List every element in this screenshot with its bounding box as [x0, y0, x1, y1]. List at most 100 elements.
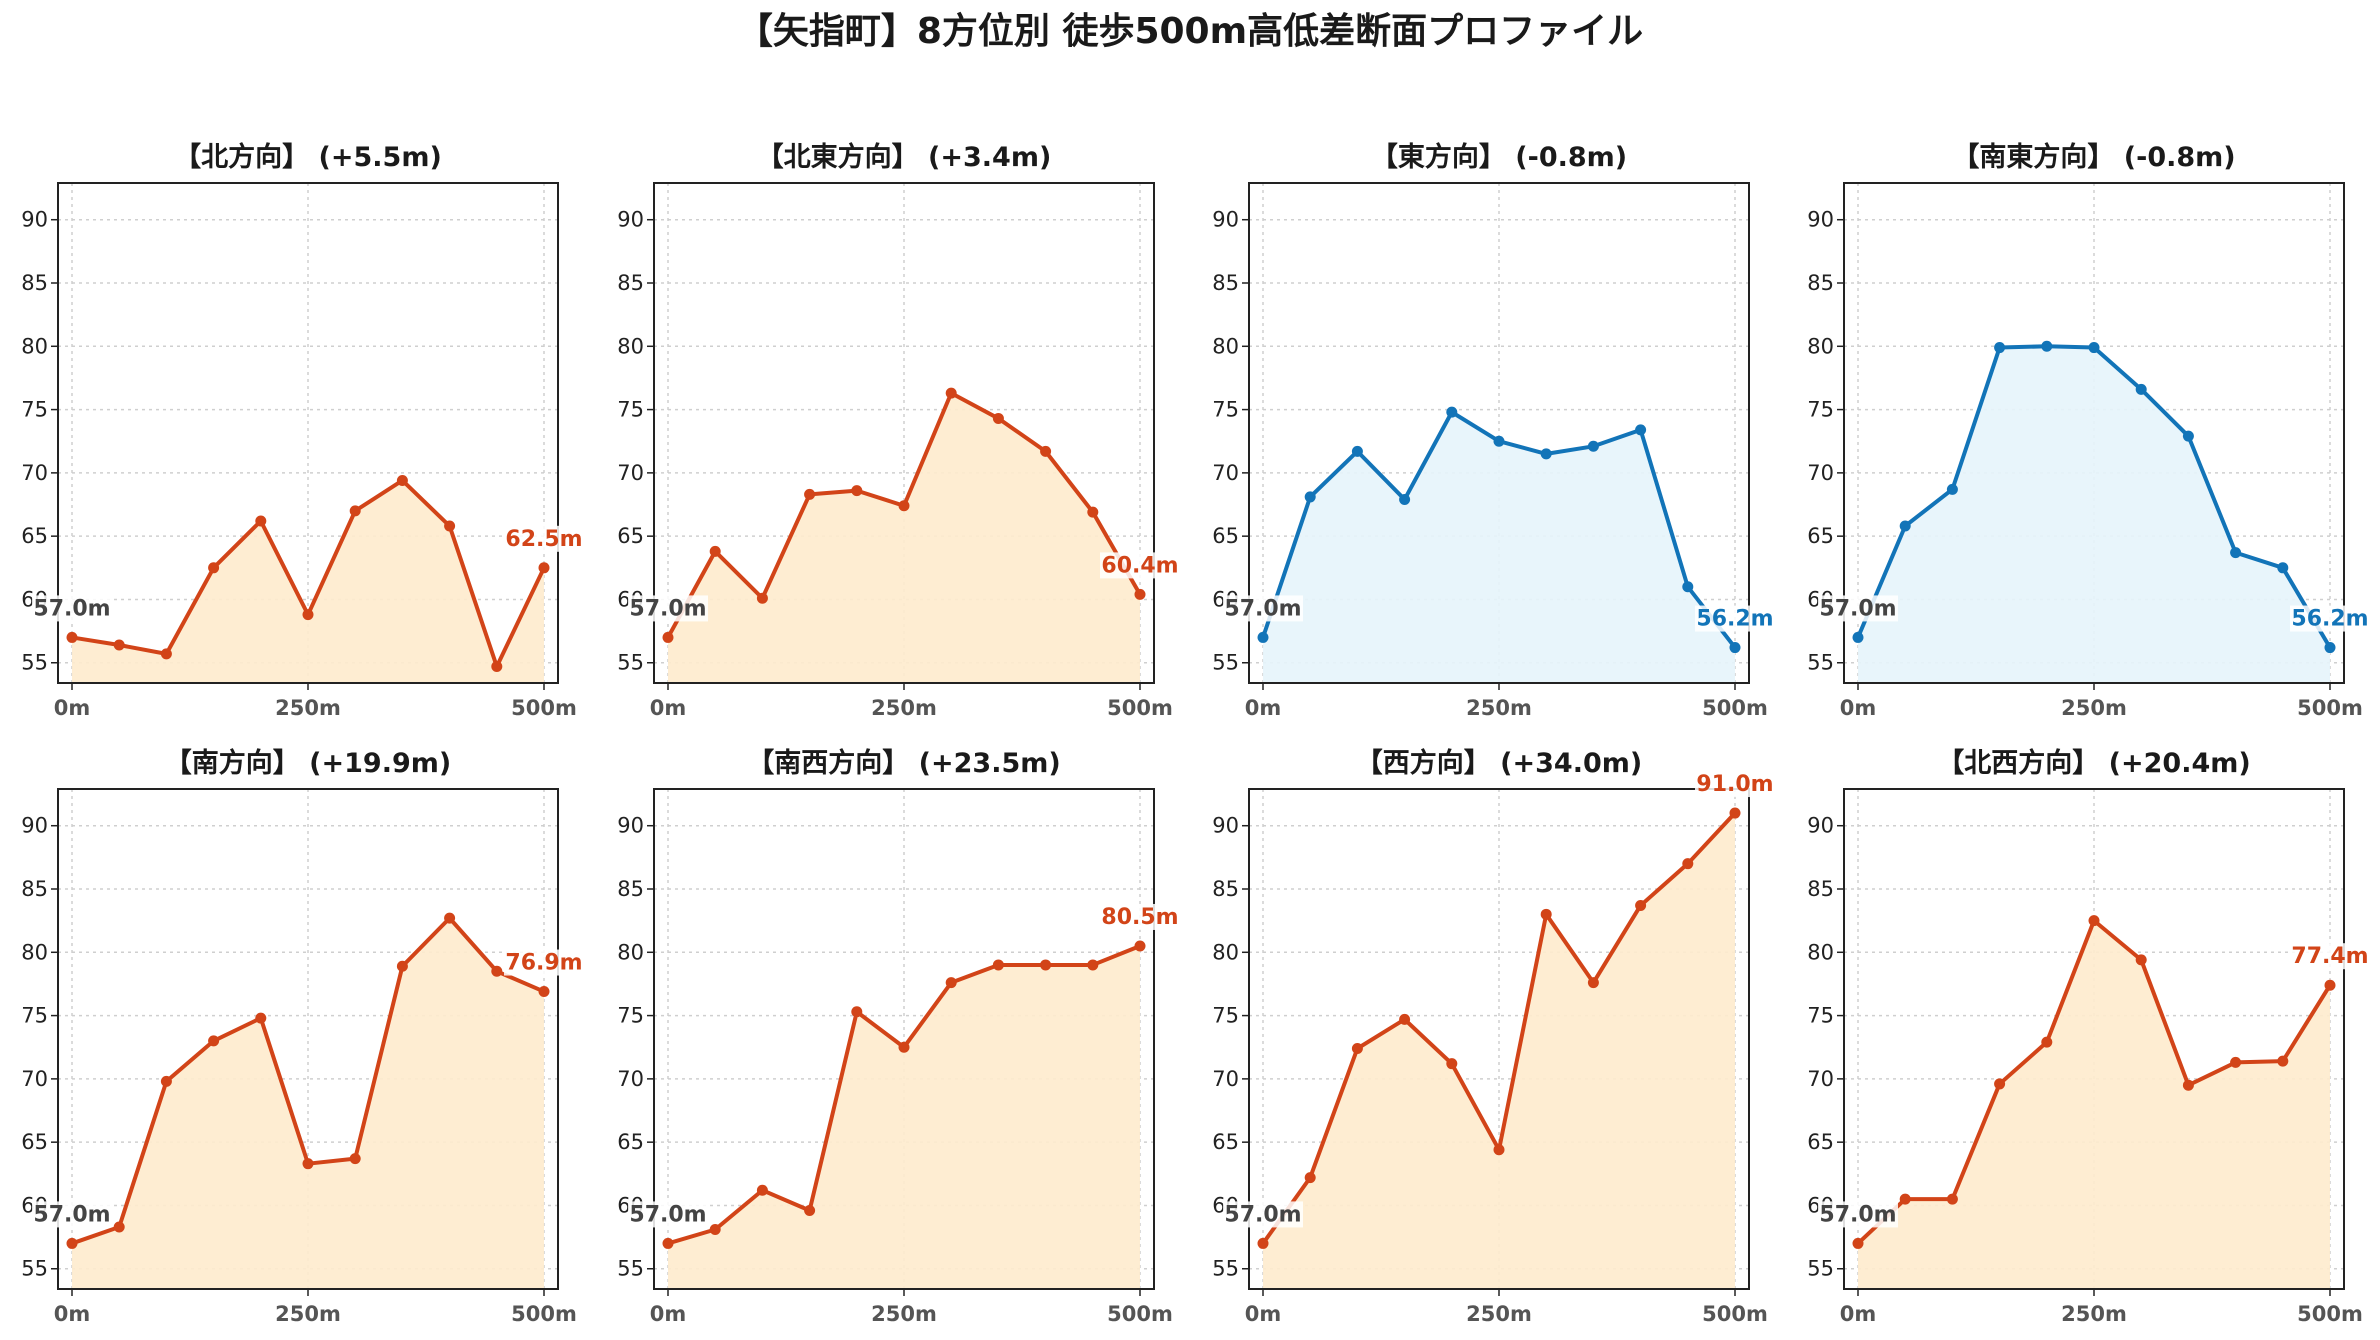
start-elevation-label: 57.0m: [629, 596, 706, 621]
y-tick-label: 70: [21, 461, 48, 485]
data-point: [491, 661, 503, 673]
panel-title: 【西方向】 (+34.0m): [1356, 747, 1642, 779]
data-point: [1587, 440, 1599, 452]
y-tick-label: 90: [1807, 208, 1834, 232]
end-elevation-label: 56.2m: [2291, 607, 2368, 632]
panel-1: 【北東方向】 (+3.4m)55606570758085900m250m500m…: [617, 141, 1180, 720]
y-tick-label: 65: [1807, 1130, 1834, 1154]
data-point: [1040, 445, 1052, 457]
y-tick-label: 65: [617, 524, 644, 548]
end-label-bg: [2290, 943, 2370, 970]
y-tick-label: 55: [1212, 1257, 1239, 1281]
data-point: [1134, 588, 1146, 600]
end-label-bg: [1100, 552, 1180, 579]
data-point: [113, 1221, 125, 1233]
end-elevation-label: 60.4m: [1101, 553, 1178, 578]
end-elevation-label: 91.0m: [1696, 772, 1773, 797]
y-tick-label: 65: [1212, 524, 1239, 548]
end-label-bg: [1695, 771, 1775, 798]
data-point: [992, 959, 1004, 971]
y-tick-label: 65: [21, 524, 48, 548]
data-point: [66, 631, 78, 643]
data-point: [2230, 547, 2242, 559]
y-tick-label: 85: [21, 271, 48, 295]
data-point: [1946, 1193, 1958, 1205]
data-point: [2135, 383, 2147, 395]
panel-3: 【南東方向】 (-0.8m)55606570758085900m250m500m…: [1807, 141, 2370, 720]
y-tick-label: 55: [617, 1257, 644, 1281]
data-point: [1087, 506, 1099, 518]
data-point: [756, 1184, 768, 1196]
y-tick-label: 85: [21, 877, 48, 901]
data-point: [1729, 807, 1741, 819]
data-point: [2324, 642, 2336, 654]
panel-5: 【南西方向】 (+23.5m)55606570758085900m250m500…: [617, 747, 1180, 1326]
data-point: [1304, 1172, 1316, 1184]
start-label-bg: [1818, 1201, 1898, 1228]
y-tick-label: 70: [617, 1067, 644, 1091]
panel-7: 【北西方向】 (+20.4m)55606570758085900m250m500…: [1807, 747, 2370, 1326]
panel-2: 【東方向】 (-0.8m)55606570758085900m250m500m5…: [1212, 141, 1775, 720]
data-point: [992, 412, 1004, 424]
data-point: [1351, 445, 1363, 457]
x-tick-label: 250m: [275, 696, 341, 720]
data-point: [2041, 1036, 2053, 1048]
x-tick-label: 0m: [650, 696, 687, 720]
end-elevation-label: 56.2m: [1696, 607, 1773, 632]
data-point: [1994, 1078, 2006, 1090]
panel-title: 【東方向】 (-0.8m): [1371, 141, 1627, 173]
y-tick-label: 55: [21, 651, 48, 675]
panel-title: 【北方向】 (+5.5m): [174, 141, 442, 173]
data-point: [66, 1237, 78, 1249]
y-tick-label: 90: [1212, 208, 1239, 232]
y-tick-label: 80: [1212, 940, 1239, 964]
panel-title: 【南方向】 (+19.9m): [165, 747, 451, 779]
data-point: [1399, 1013, 1411, 1025]
data-point: [709, 1224, 721, 1236]
x-tick-label: 0m: [1840, 1302, 1877, 1326]
data-point: [1682, 858, 1694, 870]
data-point: [1540, 908, 1552, 920]
y-tick-label: 80: [1212, 334, 1239, 358]
data-point: [491, 965, 503, 977]
start-elevation-label: 57.0m: [629, 1202, 706, 1227]
y-tick-label: 80: [617, 334, 644, 358]
data-point: [444, 520, 456, 532]
data-point: [1729, 642, 1741, 654]
data-point: [804, 1205, 816, 1217]
data-point: [1087, 959, 1099, 971]
y-tick-label: 70: [1212, 461, 1239, 485]
data-point: [1635, 899, 1647, 911]
y-tick-label: 90: [21, 208, 48, 232]
y-tick-label: 65: [21, 1130, 48, 1154]
start-label-bg: [1818, 595, 1898, 622]
y-tick-label: 90: [617, 208, 644, 232]
data-point: [1946, 483, 1958, 495]
data-point: [1587, 977, 1599, 989]
x-tick-label: 0m: [650, 1302, 687, 1326]
panel-0: 【北方向】 (+5.5m)55606570758085900m250m500m5…: [21, 141, 584, 720]
data-point: [160, 648, 172, 660]
y-tick-label: 85: [1212, 877, 1239, 901]
y-tick-label: 70: [1807, 1067, 1834, 1091]
y-tick-label: 75: [21, 398, 48, 422]
y-tick-label: 65: [1807, 524, 1834, 548]
x-tick-label: 250m: [871, 1302, 937, 1326]
data-point: [349, 1153, 361, 1165]
data-point: [804, 488, 816, 500]
end-label-bg: [504, 525, 584, 552]
data-point: [1134, 940, 1146, 952]
data-point: [2041, 340, 2053, 352]
data-point: [396, 474, 408, 486]
x-tick-label: 250m: [871, 696, 937, 720]
start-elevation-label: 57.0m: [1224, 596, 1301, 621]
data-point: [756, 592, 768, 604]
elevation-area: [1263, 412, 1735, 683]
y-tick-label: 75: [21, 1004, 48, 1028]
data-point: [1540, 448, 1552, 460]
x-tick-label: 0m: [1840, 696, 1877, 720]
data-point: [945, 387, 957, 399]
end-label-bg: [504, 949, 584, 976]
y-tick-label: 80: [617, 940, 644, 964]
x-tick-label: 250m: [2061, 696, 2127, 720]
